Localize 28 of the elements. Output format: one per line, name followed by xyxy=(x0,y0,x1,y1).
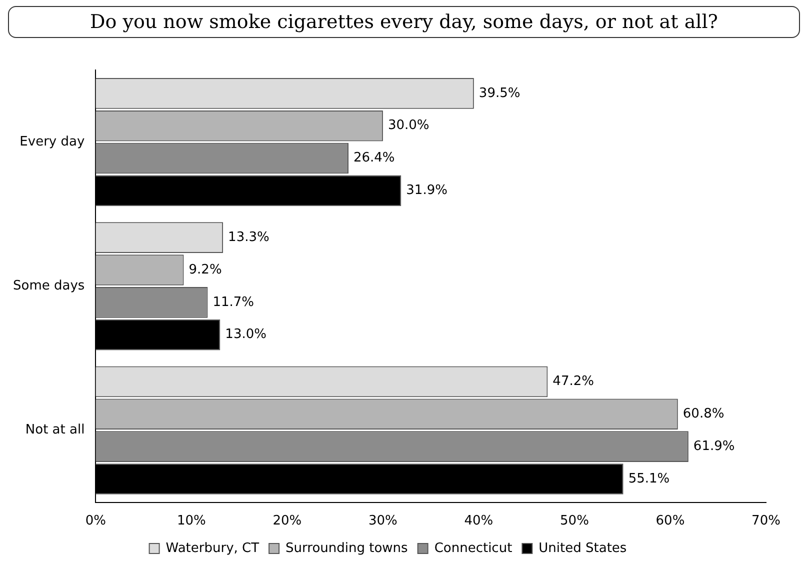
x-tick-label: 10% xyxy=(176,514,206,529)
x-tick-label: 40% xyxy=(464,514,494,529)
legend-label: Surrounding towns xyxy=(286,540,408,556)
x-tick-label: 50% xyxy=(560,514,589,529)
chart-title: Do you now smoke cigarettes every day, some days, or not at all? xyxy=(8,6,800,38)
text: 60.8% xyxy=(682,406,724,422)
text: 13.0% xyxy=(225,327,266,342)
x-tick-label: 70% xyxy=(752,514,780,529)
text: 30.0% xyxy=(388,118,430,134)
text: 31.9% xyxy=(406,183,448,198)
text: 9.2% xyxy=(188,262,222,278)
text: 13.3% xyxy=(228,230,270,245)
text: 11.7% xyxy=(212,294,254,310)
text: 55.1% xyxy=(628,471,670,486)
y-tick-label: Not at all xyxy=(25,422,85,438)
x-tick-label: 0% xyxy=(85,514,106,529)
legend-label: United States xyxy=(538,540,627,556)
x-tick-label: 20% xyxy=(272,514,302,529)
y-tick-label: Every day xyxy=(20,134,85,150)
legend-label: Connecticut xyxy=(434,540,512,556)
text: 39.5% xyxy=(478,86,520,101)
text: 47.2% xyxy=(552,374,594,390)
x-tick-label: 30% xyxy=(368,514,398,529)
x-tick-label: 60% xyxy=(656,514,685,529)
y-tick-label: Some days xyxy=(12,278,85,294)
text: 26.4% xyxy=(353,150,395,166)
text: 61.9% xyxy=(693,438,735,454)
legend-label: Waterbury, CT xyxy=(166,540,260,556)
